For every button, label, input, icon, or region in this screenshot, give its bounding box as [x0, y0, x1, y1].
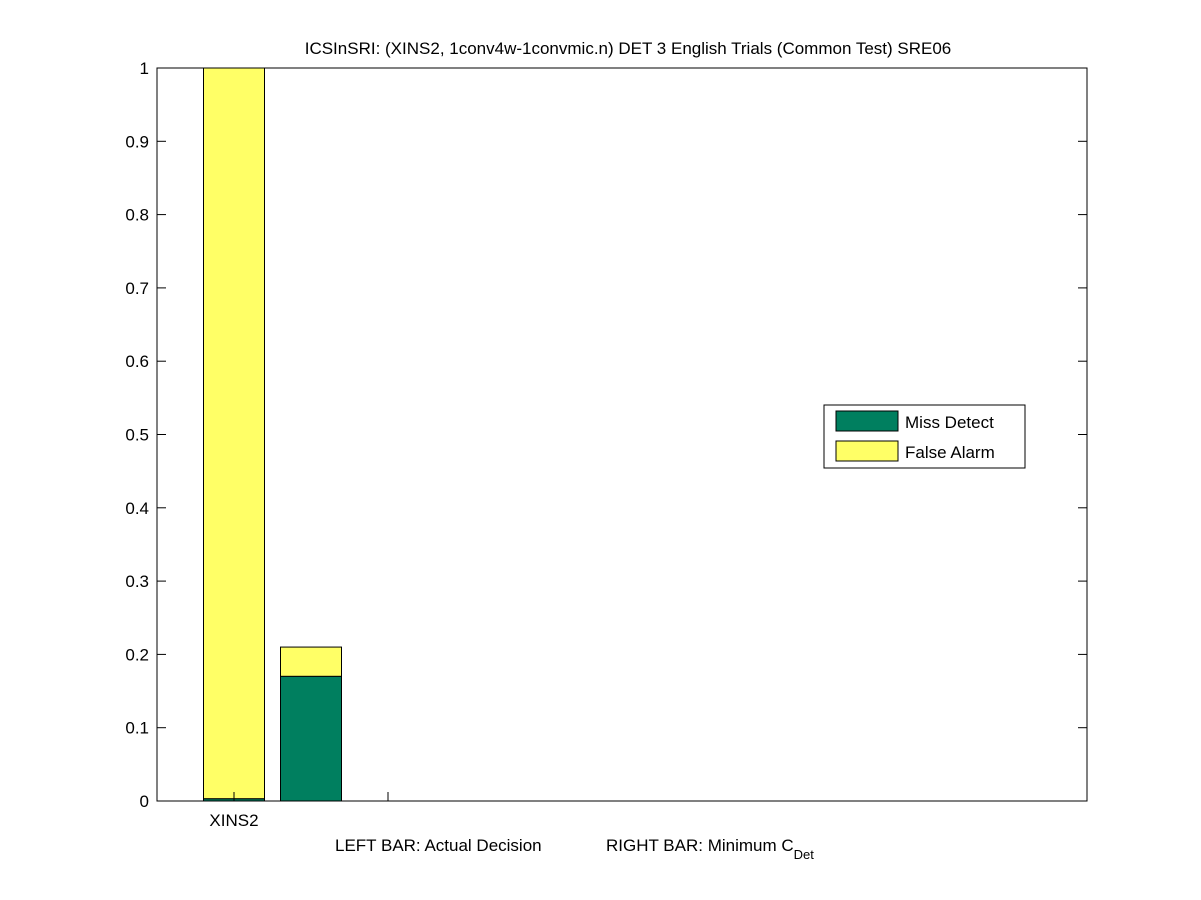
y-tick-label: 0.2 — [125, 645, 149, 664]
bars-layer — [203, 67, 342, 802]
y-tick-label: 0.6 — [125, 352, 149, 371]
bar-left-false-alarm — [203, 67, 265, 800]
y-tick-label: 0.7 — [125, 279, 149, 298]
y-tick-label: 1 — [140, 59, 149, 78]
chart-title: ICSInSRI: (XINS2, 1conv4w-1convmic.n) DE… — [305, 39, 952, 58]
bar-right-miss-detect — [280, 675, 342, 802]
x-axis-label-right-main: RIGHT BAR: Minimum C — [606, 836, 794, 855]
y-tick-label: 0.3 — [125, 572, 149, 591]
x-axis-label-left: LEFT BAR: Actual Decision — [335, 836, 542, 855]
legend-label-false-alarm: False Alarm — [905, 443, 995, 462]
y-tick-labels: 0 0.1 0.2 0.3 0.4 0.5 0.6 0.7 0.8 0.9 1 — [125, 59, 149, 811]
legend: Miss Detect False Alarm — [823, 404, 1026, 469]
legend-swatch-false-alarm — [835, 440, 899, 462]
x-axis-label-right-subscript: Det — [794, 847, 815, 862]
x-tick-labels: XINS2 — [209, 811, 258, 830]
y-tick-label: 0.4 — [125, 499, 149, 518]
x-tick-label: XINS2 — [209, 811, 258, 830]
y-tick-label: 0.8 — [125, 206, 149, 225]
legend-label-miss-detect: Miss Detect — [905, 413, 994, 432]
y-tick-label: 0 — [140, 792, 149, 811]
ticks-layer — [157, 67, 1087, 802]
legend-swatch-miss-detect — [835, 410, 899, 432]
y-tick-label: 0.5 — [125, 426, 149, 445]
y-tick-label: 0.9 — [125, 132, 149, 151]
x-axis-label-right: RIGHT BAR: Minimum CDet — [606, 836, 814, 862]
y-tick-label: 0.1 — [125, 719, 149, 738]
bar-right-false-alarm — [280, 646, 342, 677]
